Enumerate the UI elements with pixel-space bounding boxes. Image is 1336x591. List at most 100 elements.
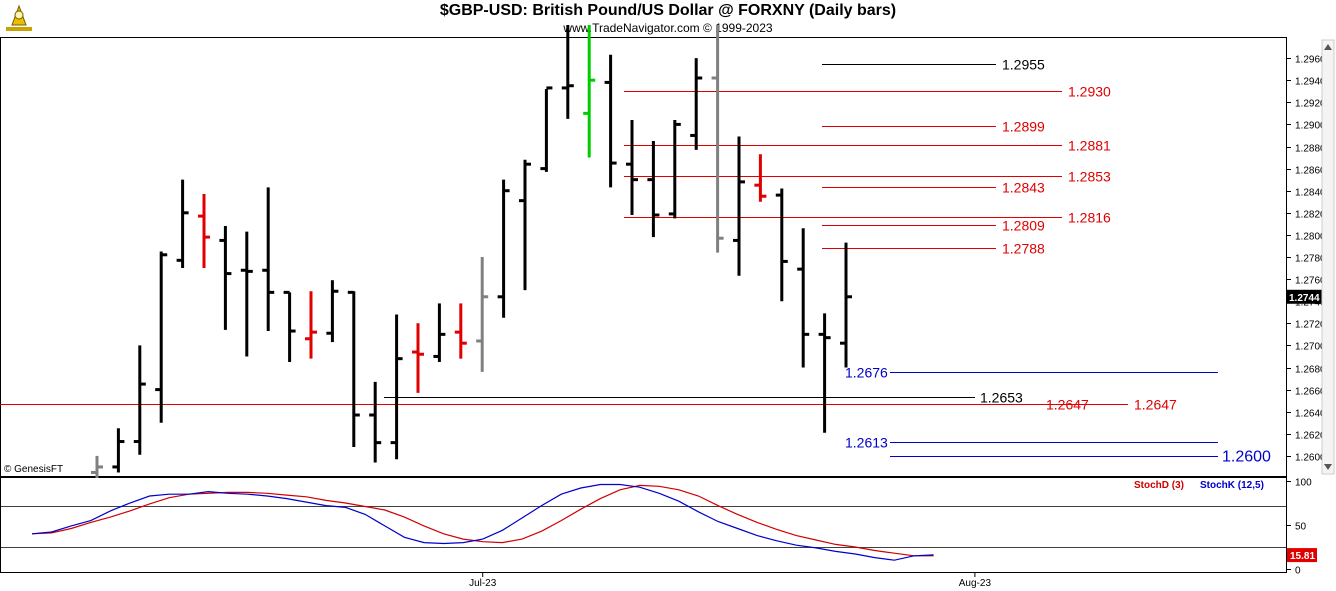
scrollbar-track xyxy=(1321,39,1335,475)
price-bar xyxy=(540,86,553,172)
level-label: 1.2647 xyxy=(1134,397,1177,413)
copyright-label: © GenesisFT xyxy=(4,464,63,475)
price-bar xyxy=(433,303,446,362)
level-label: 1.2955 xyxy=(1002,57,1045,73)
trade-navigator-logo-icon xyxy=(6,4,32,31)
y-tick-label: 1.2640 xyxy=(1295,409,1326,420)
stoch-series-line xyxy=(31,483,934,561)
price-bar xyxy=(690,58,703,150)
chart-subtitle: www.TradeNavigator.com © 1999-2023 xyxy=(563,21,773,35)
y-tick-label: 1.2600 xyxy=(1295,453,1326,464)
y-tick-label: 1.2680 xyxy=(1295,365,1326,376)
stochastic-panel-frame xyxy=(0,477,1287,573)
y-tick-label: 1.2960 xyxy=(1295,55,1326,66)
stoch-last-value-box xyxy=(1287,548,1317,563)
level-label: 1.2788 xyxy=(1002,241,1045,257)
price-bar xyxy=(305,291,317,359)
stoch-last-value-label: 15.81 xyxy=(1290,551,1315,562)
chart-header: $GBP-USD: British Pound/US Dollar @ FORX… xyxy=(0,0,1336,38)
y-tick-label: 1.2860 xyxy=(1295,166,1326,177)
price-bar xyxy=(497,179,510,318)
price-bar xyxy=(262,187,275,332)
x-tick-label: Aug-23 xyxy=(959,578,992,589)
price-bar xyxy=(797,228,810,368)
level-label: 1.2899 xyxy=(1002,119,1045,135)
price-bar xyxy=(561,24,574,119)
price-bar xyxy=(240,231,253,357)
y-tick-label: 1.2820 xyxy=(1295,210,1326,221)
price-bar xyxy=(454,303,467,359)
price-bar xyxy=(390,314,403,460)
price-bar xyxy=(176,179,189,269)
x-axis: Jul-23 Aug-23 xyxy=(469,572,991,589)
y-tick-label: 1.2720 xyxy=(1295,320,1326,331)
price-y-axis: 1.2960 1.2940 1.2920 1.2900 1.2880 1.2860 1.28… xyxy=(1286,39,1335,475)
y-tick-label: 1.2660 xyxy=(1295,387,1326,398)
price-bar xyxy=(219,226,232,330)
stoch-legend-d: StochD (3) xyxy=(1134,480,1184,491)
last-price-label: 1.2744 xyxy=(1289,293,1320,304)
price-bar xyxy=(818,313,831,433)
y-tick-label: 1.2780 xyxy=(1295,254,1326,265)
scroll-up-icon xyxy=(1324,44,1332,50)
chart-title: $GBP-USD: British Pound/US Dollar @ FORX… xyxy=(439,2,897,19)
price-bars[interactable] xyxy=(91,24,852,478)
price-bar xyxy=(668,119,681,219)
stochastic-panel: 100 50 0 StochD (3) StochK (12,5) 15.81 xyxy=(1,478,1317,577)
last-price-box xyxy=(1287,289,1323,304)
level-label: 1.2600 xyxy=(1222,449,1271,466)
price-bar xyxy=(476,257,489,372)
level-label: 1.2647 xyxy=(1046,397,1089,413)
price-bar xyxy=(626,119,638,216)
y-tick-label: 1.2800 xyxy=(1295,232,1326,243)
y-tick-label: 1.2920 xyxy=(1295,99,1326,110)
y-tick-label: 1.2620 xyxy=(1295,431,1326,442)
price-bar xyxy=(155,251,168,423)
level-label: 1.2676 xyxy=(845,365,888,381)
y-tick-label: 1.2700 xyxy=(1295,342,1326,353)
price-bar xyxy=(91,455,103,478)
stoch-series-line xyxy=(31,484,934,557)
price-bar xyxy=(198,194,210,269)
price-panel-frame xyxy=(0,37,1287,477)
y-tick-label: 1.2900 xyxy=(1295,121,1326,132)
scrollbar[interactable] xyxy=(1321,39,1335,475)
price-bar xyxy=(133,345,146,455)
price-bar xyxy=(519,159,531,291)
stoch-y-tick-label: 50 xyxy=(1295,522,1307,533)
price-bar xyxy=(369,381,382,463)
scroll-down-icon xyxy=(1324,464,1332,470)
price-bar xyxy=(326,280,339,343)
level-label: 1.2930 xyxy=(1068,84,1111,100)
x-tick-label: Jul-23 xyxy=(469,578,497,589)
price-bar xyxy=(840,242,852,368)
y-tick-label: 1.2880 xyxy=(1295,144,1326,155)
price-bar xyxy=(754,154,767,202)
stoch-legend-k: StochK (12,5) xyxy=(1200,480,1264,491)
y-tick-label: 1.2940 xyxy=(1295,77,1326,88)
price-bar xyxy=(711,24,724,253)
price-bar xyxy=(583,24,596,158)
stoch-y-tick-label: 0 xyxy=(1295,566,1301,577)
level-label: 1.2853 xyxy=(1068,169,1111,185)
level-label: 1.2653 xyxy=(980,390,1023,406)
price-bar xyxy=(412,323,424,393)
y-tick-label: 1.2840 xyxy=(1295,188,1326,199)
level-label: 1.2881 xyxy=(1068,138,1111,154)
price-levels: 1.2955 1.2930 1.2899 1.2881 1.2853 1.2843 1.28… xyxy=(0,57,1271,466)
level-label: 1.2613 xyxy=(845,435,888,451)
chart-frames xyxy=(0,37,1287,573)
level-label: 1.2809 xyxy=(1002,218,1045,234)
y-tick-label: 1.2760 xyxy=(1295,276,1326,287)
level-label: 1.2843 xyxy=(1002,180,1045,196)
level-label: 1.2816 xyxy=(1068,210,1111,226)
price-bar xyxy=(647,140,660,238)
price-bar xyxy=(112,428,125,473)
price-bar xyxy=(283,290,296,362)
stoch-y-tick-label: 100 xyxy=(1295,478,1312,489)
price-bar xyxy=(733,136,745,276)
price-bar xyxy=(347,290,360,448)
price-bar xyxy=(775,188,788,302)
price-bar xyxy=(604,54,617,188)
